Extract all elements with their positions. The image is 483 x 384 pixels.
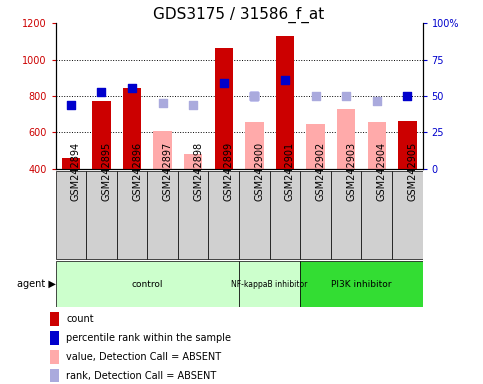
Bar (368, 122, 386, 169)
Text: GSM242895: GSM242895 (101, 142, 112, 201)
Bar (56, 261, 239, 307)
Bar (178, 171, 209, 259)
Bar (56, 171, 86, 259)
Bar (92, 101, 111, 169)
Text: GSM242894: GSM242894 (71, 142, 81, 201)
Text: GSM242900: GSM242900 (255, 142, 264, 201)
Bar (117, 171, 147, 259)
Point (220, 80, 227, 86)
Bar (147, 171, 178, 259)
Point (98, 89, 105, 95)
Bar (50, 312, 59, 326)
Text: GSM242896: GSM242896 (132, 142, 142, 201)
Bar (361, 171, 392, 259)
Bar (337, 109, 355, 169)
Bar (62, 158, 80, 169)
Point (159, 100, 167, 106)
Text: count: count (66, 314, 94, 324)
Point (189, 102, 197, 108)
Point (67, 102, 75, 108)
Point (251, 93, 258, 99)
Point (342, 93, 350, 99)
Text: GSM242901: GSM242901 (285, 142, 295, 201)
Bar (245, 122, 264, 169)
Bar (398, 121, 416, 169)
Text: NF-kappaB inhibitor: NF-kappaB inhibitor (231, 280, 308, 289)
Text: control: control (131, 280, 163, 289)
Bar (154, 131, 172, 169)
Bar (270, 171, 300, 259)
Bar (86, 171, 117, 259)
Bar (300, 171, 331, 259)
Point (373, 98, 381, 104)
Bar (50, 350, 59, 364)
Text: rank, Detection Call = ABSENT: rank, Detection Call = ABSENT (66, 371, 216, 381)
Title: GDS3175 / 31586_f_at: GDS3175 / 31586_f_at (154, 7, 325, 23)
Point (312, 93, 319, 99)
Point (128, 85, 136, 91)
Text: PI3K inhibitor: PI3K inhibitor (331, 280, 392, 289)
Bar (331, 171, 361, 259)
Bar (123, 88, 141, 169)
Text: GSM242903: GSM242903 (346, 142, 356, 201)
Bar (276, 36, 294, 169)
Bar (239, 171, 270, 259)
Text: GSM242905: GSM242905 (407, 142, 417, 201)
Bar (50, 369, 59, 382)
Text: agent ▶: agent ▶ (17, 279, 56, 289)
Bar (239, 261, 300, 307)
Text: GSM242897: GSM242897 (163, 142, 172, 201)
Bar (209, 171, 239, 259)
Point (281, 78, 289, 84)
Text: value, Detection Call = ABSENT: value, Detection Call = ABSENT (66, 352, 221, 362)
Bar (306, 124, 325, 169)
Text: GSM242902: GSM242902 (315, 142, 326, 201)
Text: GSM242904: GSM242904 (377, 142, 387, 201)
Text: GSM242899: GSM242899 (224, 142, 234, 201)
Bar (184, 154, 202, 169)
Bar (50, 331, 59, 345)
Point (251, 93, 258, 99)
Text: GSM242898: GSM242898 (193, 142, 203, 201)
Bar (300, 261, 423, 307)
Text: percentile rank within the sample: percentile rank within the sample (66, 333, 231, 343)
Bar (392, 171, 423, 259)
Bar (214, 48, 233, 169)
Point (403, 93, 411, 99)
